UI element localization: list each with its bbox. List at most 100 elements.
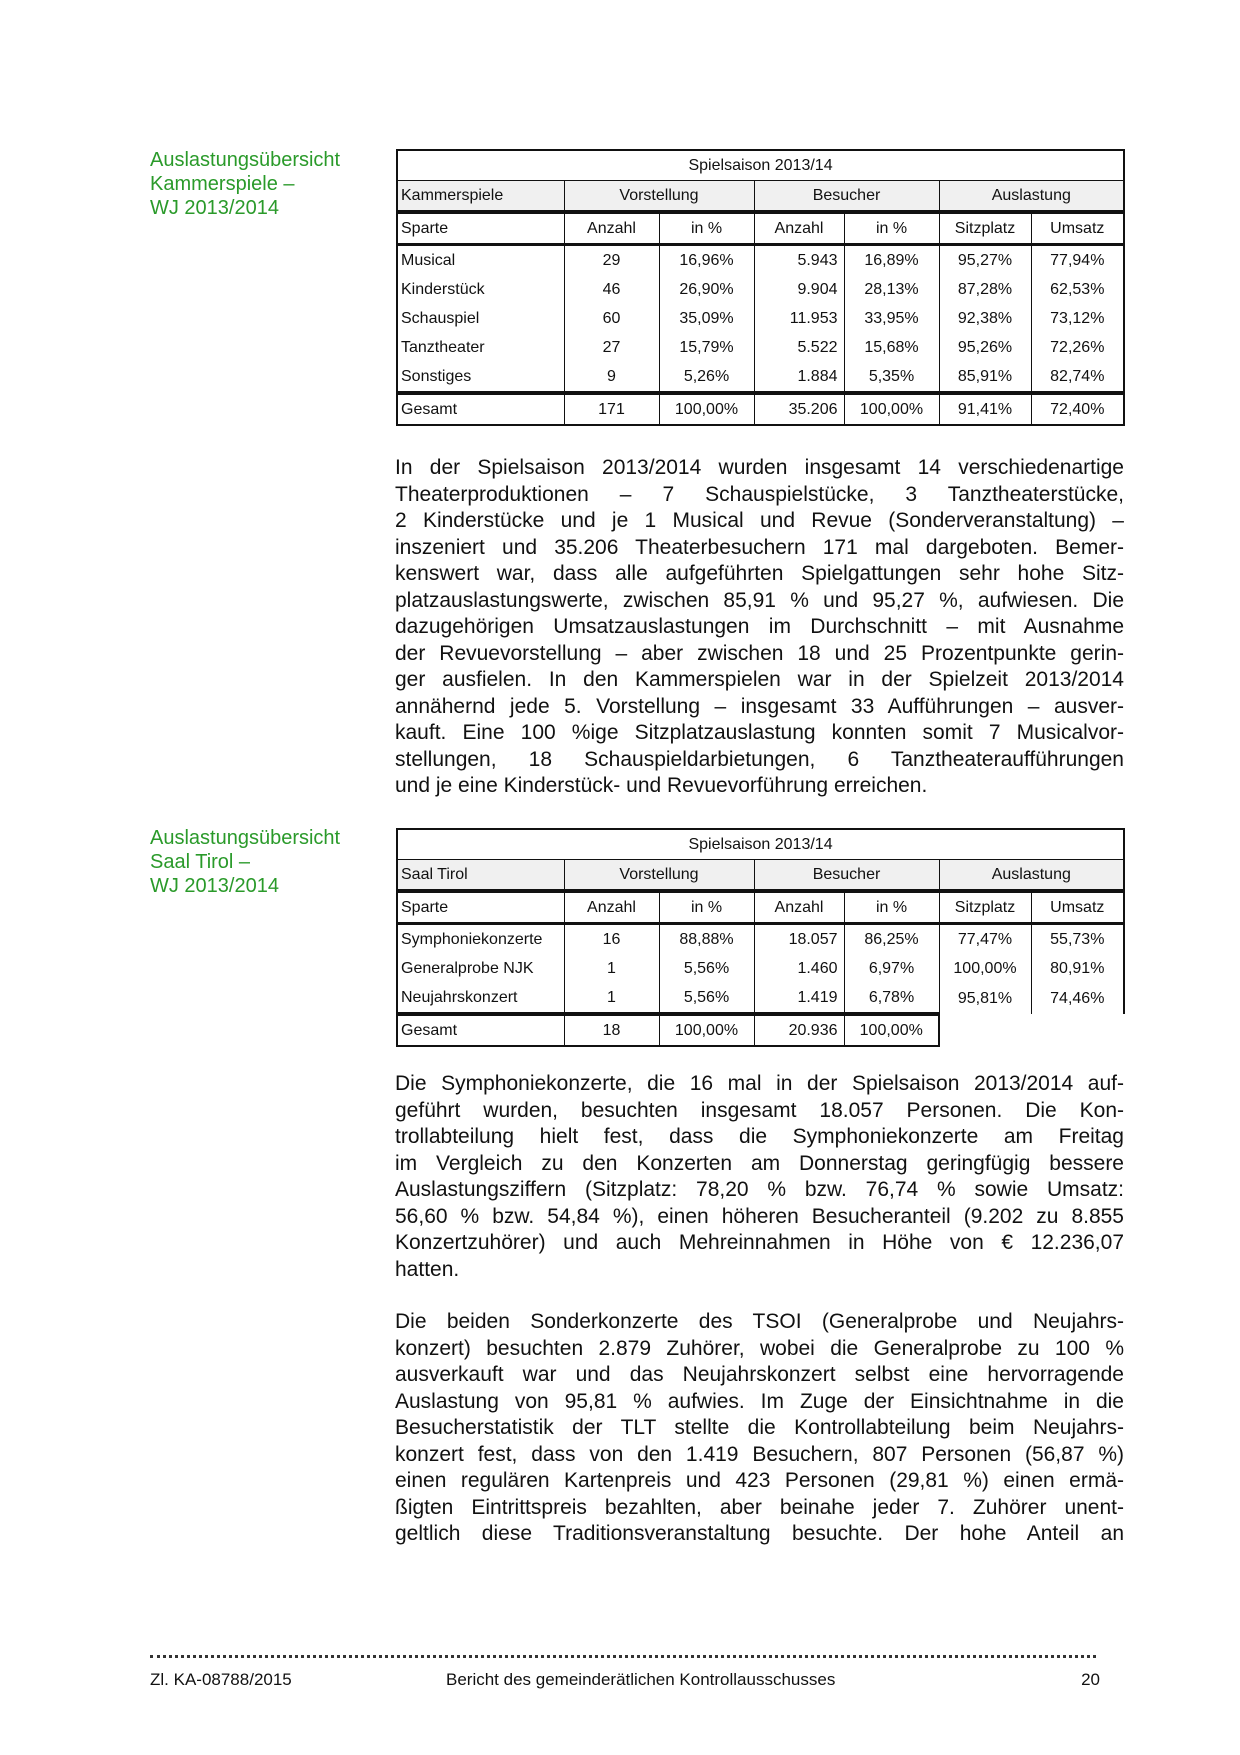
value-cell: 18.057	[753, 923, 845, 954]
group-header-cell: Besucher	[753, 859, 940, 893]
value-cell: 77,94%	[1030, 244, 1126, 275]
group-header-cell: Saal Tirol	[396, 859, 565, 893]
value-cell: 62,53%	[1030, 275, 1126, 304]
total-label: Gesamt	[396, 391, 565, 426]
value-cell: 11.953	[753, 304, 845, 333]
text-line: im Vergleich zu den Konzerten am Donners…	[395, 1151, 1124, 1175]
table-title: Spielsaison 2013/14	[395, 149, 1126, 181]
column-header-cell: in %	[843, 890, 940, 925]
text-line: und je eine Kinderstück- und Revuevorfüh…	[395, 774, 928, 797]
value-cell: 1.419	[753, 983, 845, 1014]
value-cell: 5.522	[753, 333, 845, 362]
value-cell: 5,56%	[658, 983, 755, 1014]
total-value: 18	[563, 1012, 660, 1047]
column-header-cell: Anzahl	[753, 211, 845, 246]
value-cell: 5,26%	[658, 362, 755, 393]
paragraph-sonderkonzerte: Die beiden Sonderkonzerte des TSOI (Gene…	[395, 1309, 1124, 1548]
value-cell: 33,95%	[843, 304, 940, 333]
value-cell: 9.904	[753, 275, 845, 304]
value-cell: 88,88%	[658, 923, 755, 954]
sparte-cell: Musical	[396, 244, 565, 275]
text-line: Konzertzuhörer) und auch Mehreinnahmen i…	[395, 1231, 1124, 1254]
text-line: Die Symphoniekonzerte, die 16 mal in der…	[395, 1072, 1124, 1095]
value-cell: 35,09%	[658, 304, 755, 333]
text-line: einen regulären Kartenpreis und 423 Pers…	[395, 1469, 1124, 1492]
sparte-cell: Sonstiges	[396, 362, 565, 393]
text-line: In der Spielsaison 2013/2014 wurden insg…	[395, 456, 1124, 479]
value-cell: 5,35%	[843, 362, 940, 393]
column-header-cell: Sparte	[396, 890, 565, 925]
value-cell: 77,47%	[938, 923, 1032, 954]
value-cell: 27	[563, 333, 660, 362]
value-cell: 86,25%	[843, 923, 940, 954]
value-cell: 9	[563, 362, 660, 393]
side-label-line: WJ 2013/2014	[150, 875, 279, 897]
footer-divider	[150, 1655, 1096, 1658]
table-title-row: Spielsaison 2013/14	[395, 149, 1126, 181]
text-line: platzauslastungswerte, zwischen 85,91 % …	[395, 588, 1124, 612]
total-row: Gesamt 18 100,00% 20.936 100,00%	[396, 1012, 1125, 1047]
value-cell: 87,28%	[938, 275, 1032, 304]
group-header-row: Kammerspiele Vorstellung Besucher Auslastun…	[396, 180, 1126, 214]
total-value: 100,00%	[658, 391, 755, 426]
text-line: trollabteilung hielt fest, dass die Symp…	[395, 1125, 1124, 1148]
text-line: konzert fest, dass von den 1.419 Besuche…	[395, 1442, 1124, 1466]
text-line: kauft. Eine 100 %ige Sitzplatzauslastung…	[395, 721, 1124, 744]
value-cell: 29	[563, 244, 660, 275]
group-header-cell: Auslastung	[938, 180, 1126, 214]
sparte-cell: Kinderstück	[396, 275, 565, 304]
column-header-cell: in %	[658, 211, 755, 246]
text-line: annähernd jede 5. Vorstellung – insgesam…	[395, 694, 1124, 718]
column-header-cell: Sitzplatz	[938, 211, 1032, 246]
total-value: 171	[563, 391, 660, 426]
value-cell: 46	[563, 275, 660, 304]
value-cell: 1	[563, 954, 660, 983]
group-header-row: Saal Tirol Vorstellung Besucher Auslastung	[396, 859, 1126, 893]
table-row: Musical 29 16,96% 5.943 16,89% 95,27% 77,94%	[396, 244, 1126, 275]
paragraph-kammerspiele: In der Spielsaison 2013/2014 wurden insg…	[395, 455, 1124, 800]
text-line: geführt wurden, besuchten insgesamt 18.0…	[395, 1098, 1124, 1122]
total-value: 91,41%	[938, 391, 1032, 426]
text-line: Auslastung von 95,81 % aufwies. Im Zuge …	[395, 1389, 1124, 1413]
text-line: inszeniert und 35.206 Theaterbesuchern 1…	[395, 535, 1124, 559]
column-header-cell: Umsatz	[1030, 211, 1126, 246]
side-label-saal-tirol: Auslastungsübersicht Saal Tirol – WJ 201…	[150, 826, 340, 898]
table-row: Generalprobe NJK 1 5,56% 1.460 6,97% 100,00% 8…	[396, 954, 1126, 983]
sparte-cell: Neujahrskonzert	[396, 983, 565, 1014]
side-label-line: Auslastungsübersicht	[150, 149, 341, 171]
text-line: Auslastungsziffern (Sitzplatz: 78,20 % b…	[395, 1178, 1124, 1201]
text-line: Die beiden Sonderkonzerte des TSOI (Gene…	[395, 1310, 1124, 1333]
group-header-cell: Vorstellung	[563, 859, 755, 893]
column-header-cell: Anzahl	[563, 211, 660, 246]
empty-cell	[939, 1014, 1031, 1046]
value-cell: 1.884	[753, 362, 845, 393]
text-line: ßigten Eintrittspreis bezahlten, aber be…	[395, 1495, 1124, 1519]
value-cell: 60	[563, 304, 660, 333]
table-row: Schauspiel 60 35,09% 11.953 33,95% 92,38% 73,1…	[396, 304, 1126, 333]
side-label-line: WJ 2013/2014	[150, 197, 279, 219]
text-line: 56,60 % bzw. 54,84 %), einen höheren Bes…	[395, 1204, 1124, 1228]
group-header-cell: Besucher	[753, 180, 940, 214]
value-cell: 95,27%	[938, 244, 1032, 275]
column-header-cell: Umsatz	[1030, 890, 1126, 925]
table-row: Sonstiges 9 5,26% 1.884 5,35% 85,91% 82,74%	[396, 362, 1126, 393]
column-header-cell: Sparte	[396, 211, 565, 246]
text-line: der Revuevorstellung – aber zwischen 18 …	[395, 641, 1124, 665]
group-header-cell: Auslastung	[938, 859, 1126, 893]
side-label-line: Auslastungsübersicht	[150, 827, 341, 849]
side-label-line: Kammerspiele –	[150, 173, 295, 195]
table-title-row: Spielsaison 2013/14	[395, 828, 1126, 860]
value-cell: 28,13%	[843, 275, 940, 304]
value-cell: 16,96%	[658, 244, 755, 275]
text-line: ger ausfielen. In den Kammerspielen war …	[395, 668, 1124, 691]
table-row: Tanztheater 27 15,79% 5.522 15,68% 95,26% 72,2…	[396, 333, 1126, 362]
value-cell: 82,74%	[1030, 362, 1126, 393]
column-header-cell: in %	[658, 890, 755, 925]
value-cell: 100,00%	[938, 954, 1032, 983]
footer-title: Bericht des gemeinderätlichen Kontrollau…	[446, 1670, 836, 1689]
sparte-cell: Symphoniekonzerte	[396, 923, 565, 954]
table-row: Kinderstück 46 26,90% 9.904 28,13% 87,28% 62,5…	[396, 275, 1126, 304]
value-cell: 92,38%	[938, 304, 1032, 333]
value-cell: 72,26%	[1030, 333, 1126, 362]
column-header-cell: in %	[843, 211, 940, 246]
